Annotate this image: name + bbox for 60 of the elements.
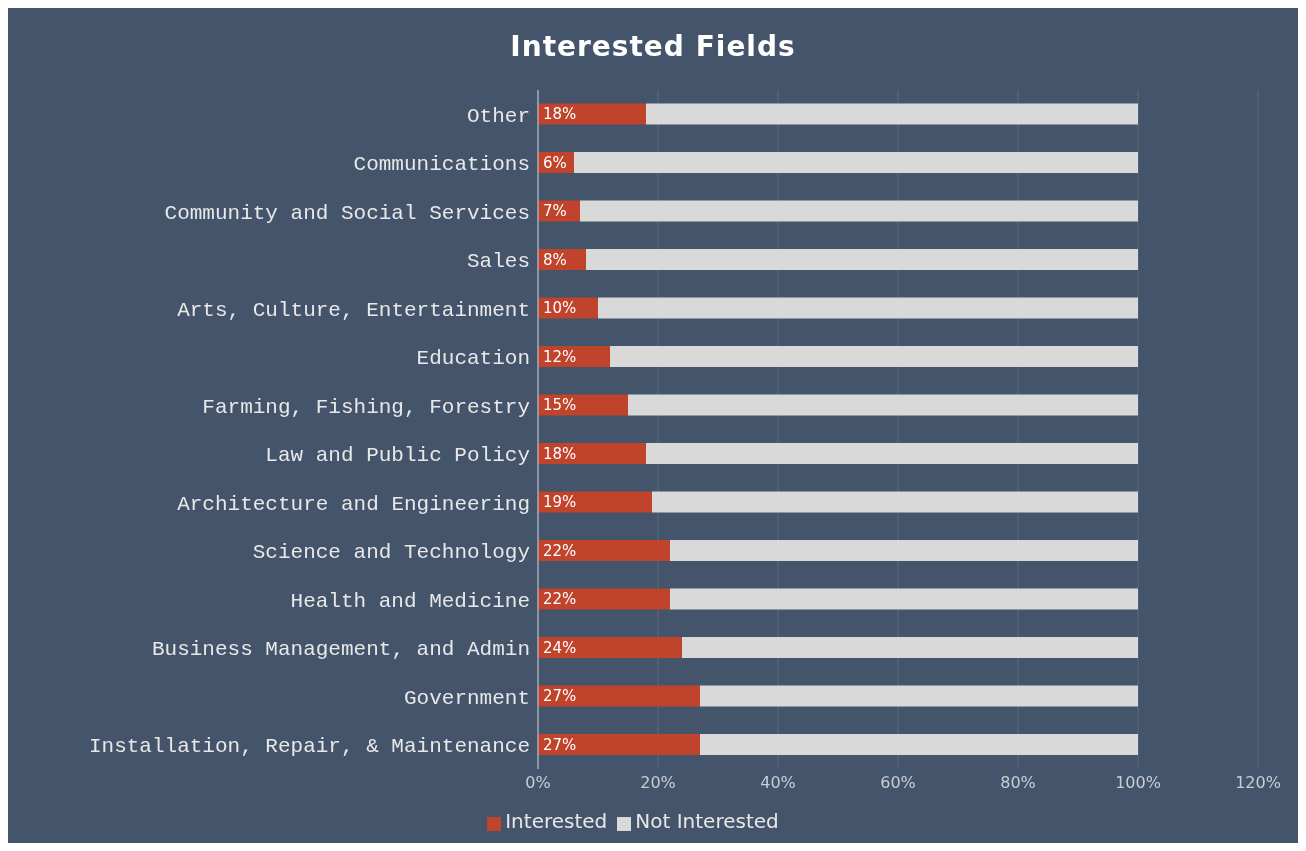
- y-tick-label: Sales: [466, 250, 530, 274]
- x-tick-label: 100%: [1115, 773, 1161, 793]
- x-tick-label: 80%: [1000, 773, 1036, 793]
- x-tick-label: 120%: [1235, 773, 1281, 793]
- bar: [574, 152, 1138, 174]
- bar: [538, 685, 700, 707]
- bar: [538, 540, 670, 562]
- bar: [580, 200, 1138, 222]
- data-label: 18%: [543, 105, 577, 124]
- y-tick-label: Government: [403, 686, 530, 710]
- y-tick-label: Communications: [353, 153, 530, 177]
- y-tick-label: Community and Social Services: [164, 201, 530, 225]
- bar: [700, 685, 1138, 707]
- bar: [598, 297, 1138, 319]
- bar: [682, 637, 1138, 659]
- y-tick-label: Installation, Repair, & Maintenance: [88, 735, 530, 759]
- y-tick-label: Education: [416, 347, 530, 371]
- bar: [610, 346, 1138, 368]
- bar: [538, 443, 646, 465]
- bar: [652, 491, 1138, 513]
- data-label: 10%: [543, 299, 577, 318]
- x-tick-label: 0%: [525, 773, 551, 793]
- data-label: 6%: [543, 153, 567, 172]
- bar: [538, 103, 646, 125]
- bar: [646, 443, 1138, 465]
- data-label: 19%: [543, 493, 577, 512]
- data-label: 15%: [543, 396, 577, 415]
- y-tick-label: Architecture and Engineering: [177, 492, 530, 516]
- bar: [538, 491, 652, 513]
- legend-label: Not Interested: [635, 809, 779, 833]
- bar: [538, 588, 670, 610]
- data-label: 12%: [543, 347, 577, 366]
- data-label: 22%: [543, 541, 577, 560]
- x-tick-label: 40%: [760, 773, 796, 793]
- bar: [586, 249, 1138, 271]
- data-label: 8%: [543, 250, 567, 269]
- bar: [670, 588, 1138, 610]
- data-label: 27%: [543, 735, 577, 754]
- bar: [538, 637, 682, 659]
- data-label: 22%: [543, 590, 577, 609]
- legend-label: Interested: [505, 809, 608, 833]
- bar: [646, 103, 1138, 125]
- bar: [538, 734, 700, 756]
- data-label: 7%: [543, 202, 567, 221]
- x-tick-label: 20%: [640, 773, 676, 793]
- y-tick-label: Law and Public Policy: [265, 444, 530, 468]
- y-tick-label: Health and Medicine: [290, 589, 530, 613]
- y-tick-label: Science and Technology: [252, 541, 530, 565]
- bar: [670, 540, 1138, 562]
- data-label: 24%: [543, 638, 577, 657]
- data-label: 18%: [543, 444, 577, 463]
- chart-title: Interested Fields: [509, 29, 797, 65]
- data-label: 27%: [543, 687, 577, 706]
- bar: [700, 734, 1138, 756]
- bar: [628, 394, 1138, 416]
- y-tick-label: Other: [466, 104, 530, 128]
- y-tick-label: Arts, Culture, Entertainment: [177, 298, 530, 322]
- y-tick-label: Farming, Fishing, Forestry: [202, 395, 530, 419]
- y-tick-label: Business Management, and Admin: [151, 638, 530, 662]
- x-tick-label: 60%: [880, 773, 916, 793]
